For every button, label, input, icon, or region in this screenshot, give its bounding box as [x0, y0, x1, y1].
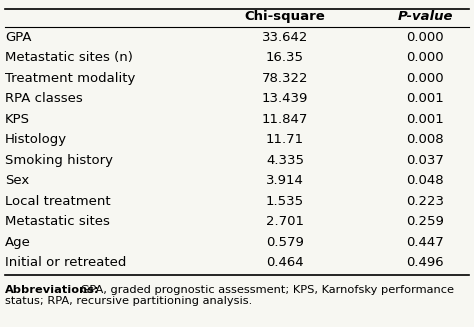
- Text: 1.535: 1.535: [266, 195, 304, 208]
- Text: Metastatic sites (n): Metastatic sites (n): [5, 51, 133, 64]
- Text: 0.000: 0.000: [406, 72, 444, 85]
- Text: 33.642: 33.642: [262, 31, 308, 44]
- Text: KPS: KPS: [5, 113, 30, 126]
- Text: Histology: Histology: [5, 133, 67, 146]
- Text: Age: Age: [5, 236, 31, 249]
- Text: 3.914: 3.914: [266, 174, 304, 187]
- Text: 0.000: 0.000: [406, 31, 444, 44]
- Text: 78.322: 78.322: [262, 72, 308, 85]
- Text: 0.000: 0.000: [406, 51, 444, 64]
- Text: Metastatic sites: Metastatic sites: [5, 215, 110, 228]
- Text: GPA: GPA: [5, 31, 31, 44]
- Text: Treatment modality: Treatment modality: [5, 72, 136, 85]
- Text: 2.701: 2.701: [266, 215, 304, 228]
- Text: 11.71: 11.71: [266, 133, 304, 146]
- Text: Local treatment: Local treatment: [5, 195, 110, 208]
- Text: 0.259: 0.259: [406, 215, 444, 228]
- Text: 0.037: 0.037: [406, 154, 444, 167]
- Text: 11.847: 11.847: [262, 113, 308, 126]
- Text: Chi-square: Chi-square: [245, 10, 325, 23]
- Text: 0.464: 0.464: [266, 256, 304, 269]
- Text: 4.335: 4.335: [266, 154, 304, 167]
- Text: 0.447: 0.447: [406, 236, 444, 249]
- Text: 0.008: 0.008: [406, 133, 444, 146]
- Text: 0.001: 0.001: [406, 92, 444, 105]
- Text: 0.048: 0.048: [406, 174, 444, 187]
- Text: 16.35: 16.35: [266, 51, 304, 64]
- Text: Smoking history: Smoking history: [5, 154, 113, 167]
- Text: 13.439: 13.439: [262, 92, 308, 105]
- Text: 0.223: 0.223: [406, 195, 444, 208]
- Text: status; RPA, recursive partitioning analysis.: status; RPA, recursive partitioning anal…: [5, 296, 252, 306]
- Text: 0.579: 0.579: [266, 236, 304, 249]
- Text: 0.001: 0.001: [406, 113, 444, 126]
- Text: GPA, graded prognostic assessment; KPS, Karnofsky performance: GPA, graded prognostic assessment; KPS, …: [77, 285, 454, 295]
- Text: P-value: P-value: [397, 10, 453, 23]
- Text: 0.496: 0.496: [406, 256, 444, 269]
- Text: RPA classes: RPA classes: [5, 92, 83, 105]
- Text: Initial or retreated: Initial or retreated: [5, 256, 127, 269]
- Text: Abbreviations:: Abbreviations:: [5, 285, 100, 295]
- Text: Sex: Sex: [5, 174, 29, 187]
